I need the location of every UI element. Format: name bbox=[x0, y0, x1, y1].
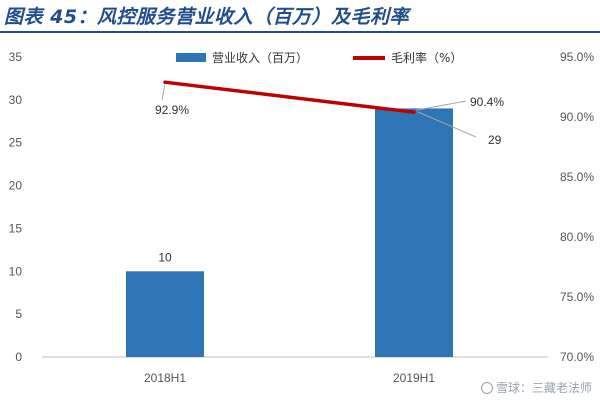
legend: 营业收入（百万） 毛利率（%） bbox=[176, 50, 462, 65]
left-tick-label: 35 bbox=[9, 50, 23, 64]
right-tick-label: 80.0% bbox=[560, 230, 594, 244]
line-point bbox=[412, 110, 416, 114]
bar-series: 10 29 bbox=[126, 108, 502, 357]
line-label-leader bbox=[415, 100, 467, 111]
snowball-icon bbox=[480, 382, 493, 394]
bar-label-leader bbox=[417, 111, 477, 138]
bar-data-label: 10 bbox=[158, 250, 172, 264]
combo-chart: 0 5 10 15 20 25 30 35 70.0% 75.0% 80.0% 85.0% 90.0%… bbox=[9, 50, 595, 385]
right-tick-label: 70.0% bbox=[560, 350, 594, 364]
x-axis: 2018H1 2019H1 bbox=[144, 371, 435, 385]
left-tick-label: 10 bbox=[9, 264, 23, 278]
bar bbox=[126, 271, 204, 357]
line-data-label: 92.9% bbox=[155, 103, 189, 117]
line-label-leader bbox=[161, 84, 166, 101]
left-tick-label: 20 bbox=[9, 179, 23, 193]
left-tick-label: 25 bbox=[9, 136, 23, 150]
left-y-axis: 0 5 10 15 20 25 30 35 bbox=[9, 50, 23, 364]
left-tick-label: 30 bbox=[9, 93, 23, 107]
line-segment bbox=[163, 80, 416, 114]
right-tick-label: 90.0% bbox=[560, 110, 594, 124]
line-series: 92.9% 90.4% bbox=[155, 80, 504, 117]
bar-data-label: 29 bbox=[488, 133, 502, 147]
watermark-text: 雪球：三藏老法师 bbox=[495, 381, 592, 395]
right-tick-label: 85.0% bbox=[560, 170, 594, 184]
title-divider bbox=[0, 31, 600, 33]
title-bar: 图表 45：风控服务营业收入（百万）及毛利率 bbox=[0, 0, 600, 30]
right-y-axis: 70.0% 75.0% 80.0% 85.0% 90.0% 95.0% bbox=[560, 50, 594, 364]
line-point bbox=[163, 80, 167, 84]
right-tick-label: 75.0% bbox=[560, 290, 594, 304]
line-data-label: 90.4% bbox=[470, 95, 504, 109]
x-tick-label: 2019H1 bbox=[393, 371, 435, 385]
chart-title: 图表 45：风控服务营业收入（百万）及毛利率 bbox=[4, 6, 410, 28]
right-tick-label: 95.0% bbox=[560, 50, 594, 64]
left-tick-label: 5 bbox=[15, 307, 22, 321]
legend-label: 营业收入（百万） bbox=[212, 51, 308, 65]
legend-swatch-bar bbox=[176, 53, 206, 62]
watermark: 雪球：三藏老法师 bbox=[480, 379, 592, 396]
left-tick-label: 0 bbox=[15, 350, 22, 364]
left-tick-label: 15 bbox=[9, 221, 23, 235]
x-tick-label: 2018H1 bbox=[144, 371, 186, 385]
legend-label: 毛利率（%） bbox=[391, 50, 462, 65]
bar bbox=[375, 108, 453, 357]
